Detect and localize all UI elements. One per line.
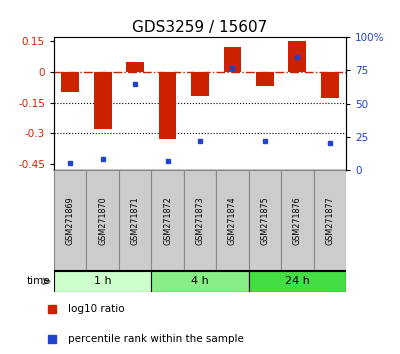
Bar (94, 72, 112, 129)
Text: log10 ratio: log10 ratio (68, 304, 124, 314)
Bar (249, 170, 281, 271)
Text: 4 h: 4 h (191, 276, 209, 286)
Bar (216, 170, 249, 271)
Text: GSM271872: GSM271872 (163, 196, 172, 245)
Title: GDS3259 / 15607: GDS3259 / 15607 (132, 19, 268, 35)
Text: 24 h: 24 h (285, 276, 310, 286)
Bar (119, 170, 151, 271)
Text: GSM271870: GSM271870 (98, 196, 107, 245)
Bar (159, 72, 176, 139)
Text: percentile rank within the sample: percentile rank within the sample (68, 334, 244, 344)
Bar (191, 72, 209, 96)
Text: GSM271875: GSM271875 (260, 196, 269, 245)
Bar (321, 72, 339, 98)
Bar (126, 62, 144, 72)
Bar (256, 72, 274, 86)
Bar (184, 170, 216, 271)
Text: GSM271874: GSM271874 (228, 196, 237, 245)
Bar (281, 170, 314, 271)
Text: GSM271873: GSM271873 (196, 196, 204, 245)
Text: GSM271871: GSM271871 (131, 196, 140, 245)
Bar (151, 271, 249, 292)
Bar (151, 170, 184, 271)
Text: GSM271876: GSM271876 (293, 196, 302, 245)
Bar (86, 170, 119, 271)
Bar (288, 41, 306, 72)
Text: GSM271877: GSM271877 (325, 196, 334, 245)
Bar (54, 170, 86, 271)
Text: 1 h: 1 h (94, 276, 112, 286)
Text: GSM271869: GSM271869 (66, 196, 75, 245)
Bar (314, 170, 346, 271)
Bar (61, 72, 79, 92)
Bar (224, 47, 241, 72)
Bar (249, 271, 346, 292)
Text: time: time (26, 276, 50, 286)
Bar (54, 271, 151, 292)
